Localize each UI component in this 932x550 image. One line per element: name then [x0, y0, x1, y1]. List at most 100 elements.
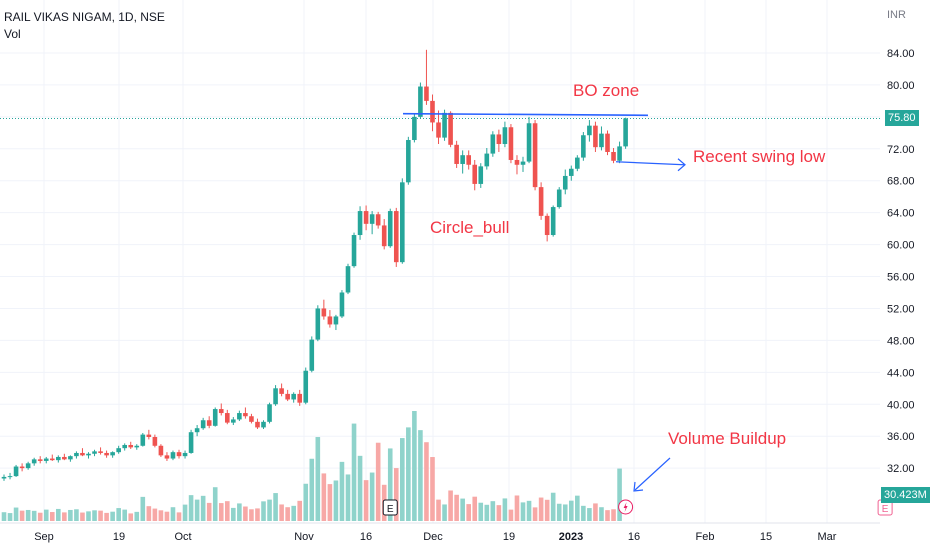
candle-body: [375, 214, 381, 226]
volume-bar: [110, 511, 115, 521]
candle-body: [369, 214, 375, 224]
x-tick-label: Nov: [294, 531, 314, 543]
volume-bar: [231, 507, 236, 521]
y-tick-label: 40.00: [887, 399, 915, 411]
candle-body: [188, 432, 194, 453]
candle-body: [478, 166, 484, 184]
volume-bar: [496, 505, 502, 521]
candle-body: [194, 428, 200, 433]
volume-bar: [291, 505, 296, 521]
x-tick-label: 2023: [559, 531, 583, 543]
candle-body: [381, 225, 387, 247]
volume-bar: [188, 495, 194, 521]
candle-body: [520, 161, 526, 165]
volume-bar: [255, 508, 260, 521]
candle-body: [62, 456, 67, 460]
candle-body: [333, 316, 339, 325]
volume-bar: [460, 498, 465, 521]
volume-bar: [466, 504, 471, 521]
candle-body: [418, 86, 423, 117]
candle-body: [158, 445, 164, 456]
volume-bar: [19, 510, 25, 521]
volume-bar: [80, 512, 85, 521]
candle-body: [587, 125, 592, 136]
candle-body: [400, 182, 405, 263]
earnings-marker-label: E: [882, 504, 889, 515]
candle-body: [170, 452, 176, 459]
annotation-text: Circle_bull: [430, 218, 509, 237]
volume-bar: [86, 511, 91, 521]
candle-body: [532, 123, 538, 188]
candle-body: [550, 207, 556, 236]
symbol-title[interactable]: RAIL VIKAS NIGAM, 1D, NSE: [4, 10, 165, 24]
volume-bar: [484, 504, 490, 521]
candle-body: [412, 116, 417, 141]
candle-body: [152, 436, 158, 446]
volume-bar: [490, 501, 496, 521]
candle-body: [273, 388, 278, 405]
candle-body: [315, 308, 321, 340]
candle-body: [327, 316, 333, 325]
volume-bar: [406, 427, 411, 521]
candle-body: [7, 476, 13, 478]
candle-body: [13, 466, 19, 477]
x-tick-label: Sep: [34, 531, 54, 543]
y-tick-label: 44.00: [887, 367, 915, 379]
candle-body: [321, 308, 327, 317]
candle-body: [339, 292, 345, 317]
candle-body: [297, 393, 303, 403]
candle-body: [128, 444, 134, 448]
candle-body: [424, 86, 429, 101]
volume-bar: [393, 468, 399, 521]
volume-bar: [25, 509, 31, 521]
volume-bar: [412, 411, 417, 521]
candle-body: [514, 159, 520, 165]
candle-body: [37, 459, 43, 461]
volume-bar: [303, 483, 309, 521]
breakout-line: [402, 112, 649, 117]
volume-bar: [152, 508, 158, 521]
candle-body: [599, 133, 604, 148]
y-tick-label: 36.00: [887, 431, 915, 443]
candle-body: [611, 151, 616, 161]
volume-bar: [387, 448, 393, 521]
candle-body: [110, 452, 115, 456]
currency-label: INR: [887, 9, 906, 21]
volume-bar: [599, 507, 604, 521]
candle-body: [49, 458, 55, 461]
candle-body: [98, 451, 103, 453]
candle-body: [436, 122, 441, 138]
volume-bar: [104, 512, 109, 521]
volume-bar: [568, 500, 574, 521]
candle-body: [140, 434, 146, 446]
candle-body: [122, 444, 127, 449]
y-tick-label: 84.00: [887, 48, 915, 60]
volume-label[interactable]: Vol: [4, 27, 21, 41]
volume-bar: [267, 499, 272, 521]
candle-body: [345, 266, 351, 293]
y-tick-label: 72.00: [887, 144, 915, 156]
volume-bar: [593, 503, 598, 521]
volume-bar: [418, 430, 423, 521]
candle-body: [218, 409, 224, 414]
volume-bar: [333, 480, 339, 521]
volume-bar: [544, 499, 550, 521]
volume-bar: [243, 506, 248, 521]
candle-body: [255, 421, 260, 428]
volume-bar: [339, 461, 345, 521]
candle-body: [430, 100, 435, 123]
volume-bar: [532, 507, 538, 521]
volume-bar: [62, 512, 67, 521]
volume-bar: [605, 510, 610, 521]
volume-arrow-head: [633, 481, 644, 492]
volume-bar: [520, 502, 526, 521]
candle-body: [231, 419, 236, 423]
candle-body: [104, 452, 109, 456]
candle-body: [496, 134, 502, 145]
candle-body: [357, 211, 363, 236]
volume-bar: [164, 511, 170, 521]
volume-bar: [502, 498, 508, 521]
volume-bar: [170, 507, 176, 521]
candle-body: [538, 187, 544, 216]
